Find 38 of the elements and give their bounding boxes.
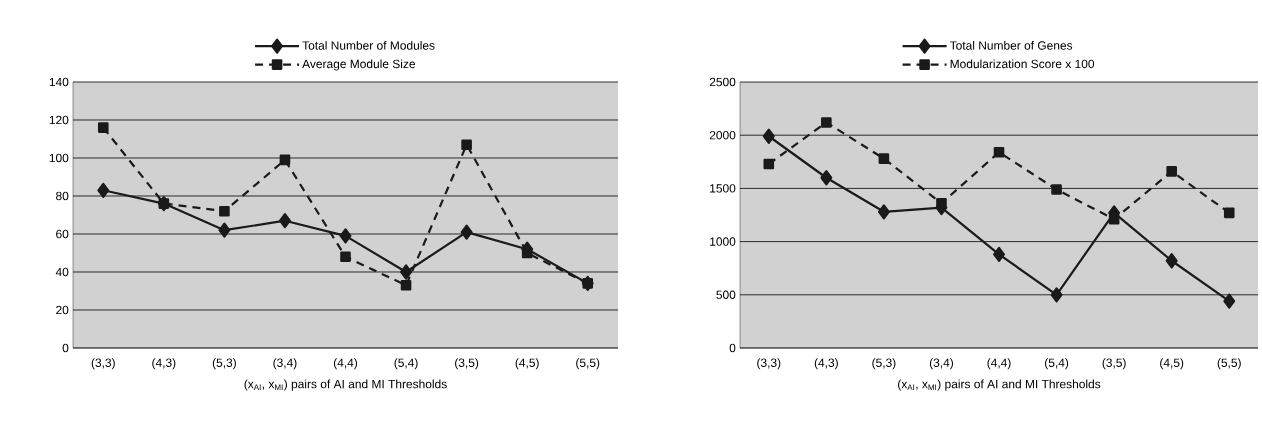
x-tick-label: (3,3) xyxy=(91,358,115,370)
x-tick-label: (5,4) xyxy=(394,358,418,370)
y-tick-label: 60 xyxy=(56,229,69,239)
y-tick-label: 0 xyxy=(729,343,736,353)
legend-label: Total Number of Modules xyxy=(302,40,435,50)
y-tick-label: 500 xyxy=(716,290,736,300)
x-tick-label: (3,5) xyxy=(455,358,479,370)
x-tick-label: (5,3) xyxy=(872,358,896,370)
y-tick-label: 2000 xyxy=(709,130,736,140)
x-tick-label: (5,5) xyxy=(576,358,600,370)
x-tick-label: (3,4) xyxy=(929,358,953,370)
y-tick-label: 1500 xyxy=(710,184,736,193)
x-tick-label: (3,5) xyxy=(1102,358,1126,370)
x-tick-label: (3,3) xyxy=(757,358,781,370)
x-tick-label: (4,3) xyxy=(814,358,838,370)
legend-label: Average Module Size xyxy=(302,59,416,71)
x-axis-title: (x$_{AI}$, x$_{MI}$) pairs of AI and MI Thresholds xyxy=(898,379,1101,391)
x-tick-label: (4,4) xyxy=(333,358,358,370)
legend-label: Total Number of Genes xyxy=(949,40,1073,50)
x-tick-label: (5,3) xyxy=(212,358,236,370)
x-tick-label: (5,4) xyxy=(1045,358,1069,370)
x-tick-label: (3,4) xyxy=(273,358,297,370)
y-tick-label: 0 xyxy=(62,343,69,353)
x-axis-title: (x$_{AI}$, x$_{MI}$) pairs of AI and MI Thresholds xyxy=(244,379,447,391)
y-tick-label: 2500 xyxy=(709,77,736,87)
y-tick-label: 20 xyxy=(56,305,69,315)
legend-label: Modularization Score x 100 xyxy=(950,59,1095,69)
y-tick-label: 1000 xyxy=(710,237,736,246)
x-tick-label: (4,5) xyxy=(1160,358,1184,370)
x-tick-label: (4,3) xyxy=(152,358,176,370)
x-tick-label: (4,4) xyxy=(987,358,1011,370)
x-tick-label: (5,5) xyxy=(1217,358,1241,370)
x-tick-label: (4,5) xyxy=(515,358,539,370)
y-tick-label: 80 xyxy=(56,191,69,201)
y-tick-label: 120 xyxy=(49,115,69,125)
y-tick-label: 100 xyxy=(49,153,69,163)
y-tick-label: 40 xyxy=(55,267,69,277)
y-tick-label: 140 xyxy=(49,77,69,87)
